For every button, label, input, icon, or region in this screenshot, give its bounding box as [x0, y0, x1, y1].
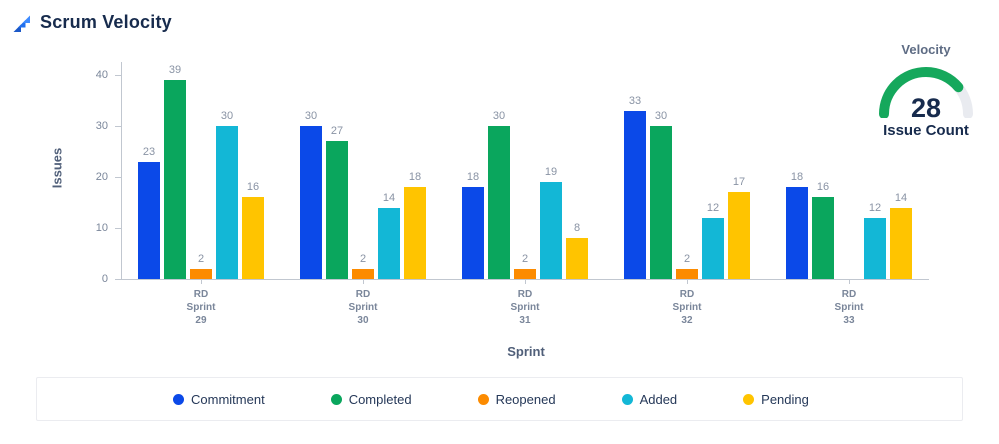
bar-value-label: 8: [573, 222, 581, 234]
bar-value-label: 14: [894, 192, 908, 204]
y-tick-mark: [115, 228, 121, 229]
bar-completed-rd-sprint-30[interactable]: [326, 141, 348, 279]
bar-reopened-rd-sprint-29[interactable]: [190, 269, 212, 279]
bar-value-label: 33: [628, 95, 642, 107]
x-tick-mark: [363, 280, 364, 284]
legend-label: Pending: [761, 391, 809, 407]
y-tick-mark: [115, 279, 121, 280]
bar-completed-rd-sprint-29[interactable]: [164, 80, 186, 279]
gauge-subtitle: Issue Count: [883, 122, 969, 139]
chart-legend: Commitment Completed Reopened Added Pending: [36, 377, 963, 421]
velocity-gauge: Velocity 28 Issue Count: [855, 42, 997, 139]
bar-value-label: 2: [197, 253, 205, 265]
bar-completed-rd-sprint-31[interactable]: [488, 126, 510, 279]
bar-added-rd-sprint-29[interactable]: [216, 126, 238, 279]
legend-label: Completed: [348, 391, 412, 407]
legend-label: Commitment: [191, 391, 265, 407]
bar-reopened-rd-sprint-32[interactable]: [676, 269, 698, 279]
legend-item-pending[interactable]: Pending: [743, 392, 809, 407]
bar-pending-rd-sprint-33[interactable]: [890, 208, 912, 279]
legend-dot-pending: [743, 393, 755, 405]
gauge-value: 28: [910, 93, 942, 123]
legend-item-reopened[interactable]: Reopened: [477, 391, 556, 407]
bar-added-rd-sprint-32[interactable]: [702, 218, 724, 279]
x-category-label: RD Sprint 29: [186, 289, 216, 326]
legend-item-added[interactable]: Added: [621, 391, 678, 407]
y-tick-label: 20: [95, 171, 108, 183]
legend-dot-commitment: [173, 393, 184, 405]
legend-label: Added: [639, 391, 678, 407]
bar-value-label: 2: [683, 253, 691, 265]
x-category-label: RD Sprint 32: [672, 289, 702, 326]
x-category-label: RD Sprint 31: [510, 289, 540, 326]
gauge-arc: 28: [876, 62, 976, 123]
bar-commitment-rd-sprint-31[interactable]: [462, 187, 484, 279]
x-tick-mark: [687, 280, 688, 284]
bar-value-label: 2: [359, 253, 367, 265]
page-title: Scrum Velocity: [40, 12, 172, 32]
bar-added-rd-sprint-30[interactable]: [378, 208, 400, 279]
bar-reopened-rd-sprint-30[interactable]: [352, 269, 374, 279]
bar-pending-rd-sprint-31[interactable]: [566, 238, 588, 279]
x-axis-title: Sprint: [507, 344, 545, 359]
bar-pending-rd-sprint-29[interactable]: [242, 197, 264, 279]
bar-value-label: 30: [304, 110, 318, 122]
bar-value-label: 14: [382, 192, 396, 204]
bar-value-label: 12: [706, 202, 720, 214]
bar-value-label: 17: [732, 176, 746, 188]
legend-label: Reopened: [495, 391, 556, 407]
bar-value-label: 18: [790, 171, 804, 183]
y-tick-label: 30: [95, 120, 108, 132]
bar-commitment-rd-sprint-33[interactable]: [786, 187, 808, 279]
bar-value-label: 30: [654, 110, 668, 122]
bar-value-label: 23: [142, 146, 156, 158]
x-axis-line: [121, 279, 929, 280]
y-tick-mark: [115, 75, 121, 76]
y-axis-title: Issues: [49, 147, 65, 189]
bar-completed-rd-sprint-32[interactable]: [650, 126, 672, 279]
y-tick-label: 0: [101, 273, 108, 285]
y-tick-mark: [115, 177, 121, 178]
bar-value-label: 18: [408, 171, 422, 183]
bar-value-label: 2: [521, 253, 529, 265]
bar-commitment-rd-sprint-29[interactable]: [138, 162, 160, 279]
bar-completed-rd-sprint-33[interactable]: [812, 197, 834, 279]
gauge-title: Velocity: [901, 42, 951, 57]
jira-logo-icon: [13, 15, 30, 32]
bar-value-label: 19: [544, 166, 558, 178]
bar-value-label: 30: [220, 110, 234, 122]
bar-pending-rd-sprint-30[interactable]: [404, 187, 426, 279]
x-tick-mark: [525, 280, 526, 284]
bar-pending-rd-sprint-32[interactable]: [728, 192, 750, 279]
y-tick-mark: [115, 126, 121, 127]
bar-reopened-rd-sprint-31[interactable]: [514, 269, 536, 279]
bar-value-label: 12: [868, 202, 882, 214]
bar-value-label: 18: [466, 171, 480, 183]
y-tick-label: 40: [95, 69, 108, 81]
x-category-label: RD Sprint 30: [348, 289, 378, 326]
legend-dot-completed: [330, 393, 342, 405]
legend-item-commitment[interactable]: Commitment: [173, 392, 265, 407]
y-axis-line: [121, 62, 122, 279]
bar-value-label: 39: [168, 64, 182, 76]
bar-value-label: 27: [330, 125, 344, 137]
bar-added-rd-sprint-31[interactable]: [540, 182, 562, 279]
y-tick-label: 10: [95, 222, 108, 234]
x-category-label: RD Sprint 33: [834, 289, 864, 326]
bar-value-label: 16: [816, 181, 830, 193]
bar-commitment-rd-sprint-30[interactable]: [300, 126, 322, 279]
x-tick-mark: [201, 280, 202, 284]
legend-dot-reopened: [477, 393, 489, 405]
x-tick-mark: [849, 280, 850, 284]
legend-dot-added: [621, 393, 633, 405]
bar-value-label: 16: [246, 181, 260, 193]
bar-commitment-rd-sprint-32[interactable]: [624, 111, 646, 279]
bar-value-label: 30: [492, 110, 506, 122]
legend-item-completed[interactable]: Completed: [330, 391, 412, 407]
bar-added-rd-sprint-33[interactable]: [864, 218, 886, 279]
